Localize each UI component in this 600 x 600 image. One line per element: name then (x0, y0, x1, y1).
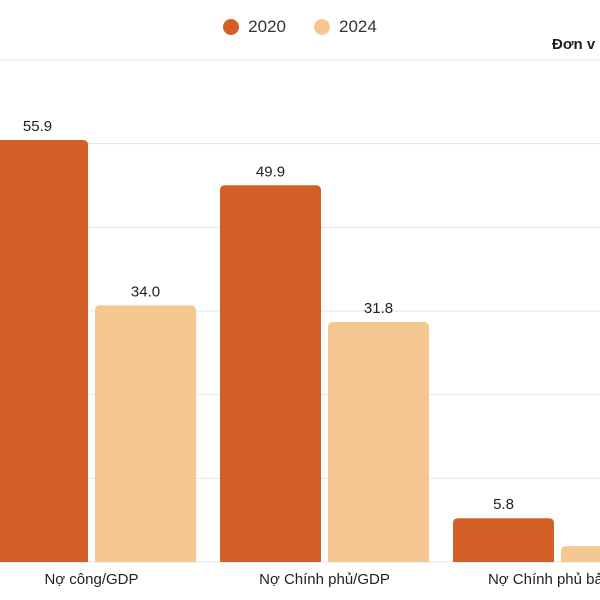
x-tick-label: Nợ công/GDP (44, 571, 138, 588)
legend-swatch-2020 (223, 19, 240, 35)
data-label: 49.9 (256, 163, 285, 180)
legend-swatch-2024 (314, 19, 330, 35)
data-label: 34.0 (131, 283, 160, 300)
bar (95, 305, 196, 562)
x-tick-label: Nợ Chính phủ bảo lã (488, 571, 600, 588)
data-label: 31.8 (364, 300, 393, 317)
bar (220, 185, 321, 562)
legend: 2020 2024 (0, 17, 600, 37)
data-label: 55.9 (23, 118, 52, 135)
x-tick-label: Nợ Chính phủ/GDP (259, 571, 390, 588)
bar (453, 518, 554, 562)
bar (0, 140, 88, 562)
legend-item-2020[interactable]: 2020 (223, 17, 286, 37)
legend-label-2020: 2020 (248, 17, 286, 36)
bar (328, 321, 429, 562)
data-label: 5.8 (493, 496, 514, 513)
unit-label: Đơn v (552, 36, 596, 53)
bar (561, 546, 600, 562)
legend-label-2024: 2024 (339, 17, 377, 36)
legend-item-2024[interactable]: 2024 (314, 17, 377, 37)
